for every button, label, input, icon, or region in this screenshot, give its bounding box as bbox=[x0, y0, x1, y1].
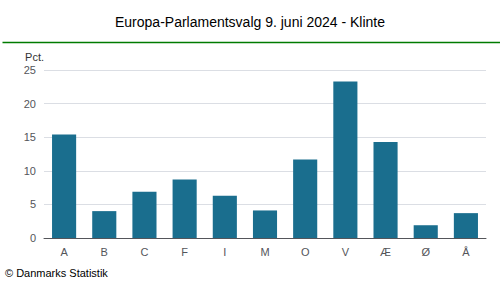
svg-text:Å: Å bbox=[462, 246, 470, 258]
svg-text:M: M bbox=[260, 246, 269, 258]
svg-text:20: 20 bbox=[24, 98, 36, 110]
svg-text:5: 5 bbox=[30, 198, 36, 210]
svg-text:© Danmarks Statistik: © Danmarks Statistik bbox=[5, 267, 108, 279]
svg-text:Pct.: Pct. bbox=[25, 51, 44, 63]
svg-text:Æ: Æ bbox=[380, 246, 391, 258]
svg-text:B: B bbox=[101, 246, 108, 258]
svg-text:15: 15 bbox=[24, 131, 36, 143]
svg-text:Europa-Parlamentsvalg 9. juni: Europa-Parlamentsvalg 9. juni 2024 - Kli… bbox=[115, 14, 385, 30]
svg-text:0: 0 bbox=[30, 232, 36, 244]
svg-text:V: V bbox=[342, 246, 350, 258]
svg-text:A: A bbox=[60, 246, 68, 258]
svg-text:C: C bbox=[140, 246, 148, 258]
svg-text:10: 10 bbox=[24, 165, 36, 177]
svg-text:25: 25 bbox=[24, 64, 36, 76]
svg-text:Ø: Ø bbox=[421, 246, 430, 258]
svg-text:F: F bbox=[181, 246, 188, 258]
svg-text:I: I bbox=[223, 246, 226, 258]
svg-text:O: O bbox=[301, 246, 310, 258]
